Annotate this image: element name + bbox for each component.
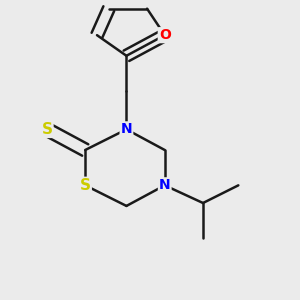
Text: N: N [121,122,132,136]
Text: O: O [159,28,171,42]
Text: N: N [159,178,170,192]
Text: S: S [41,122,52,137]
Text: S: S [80,178,91,193]
